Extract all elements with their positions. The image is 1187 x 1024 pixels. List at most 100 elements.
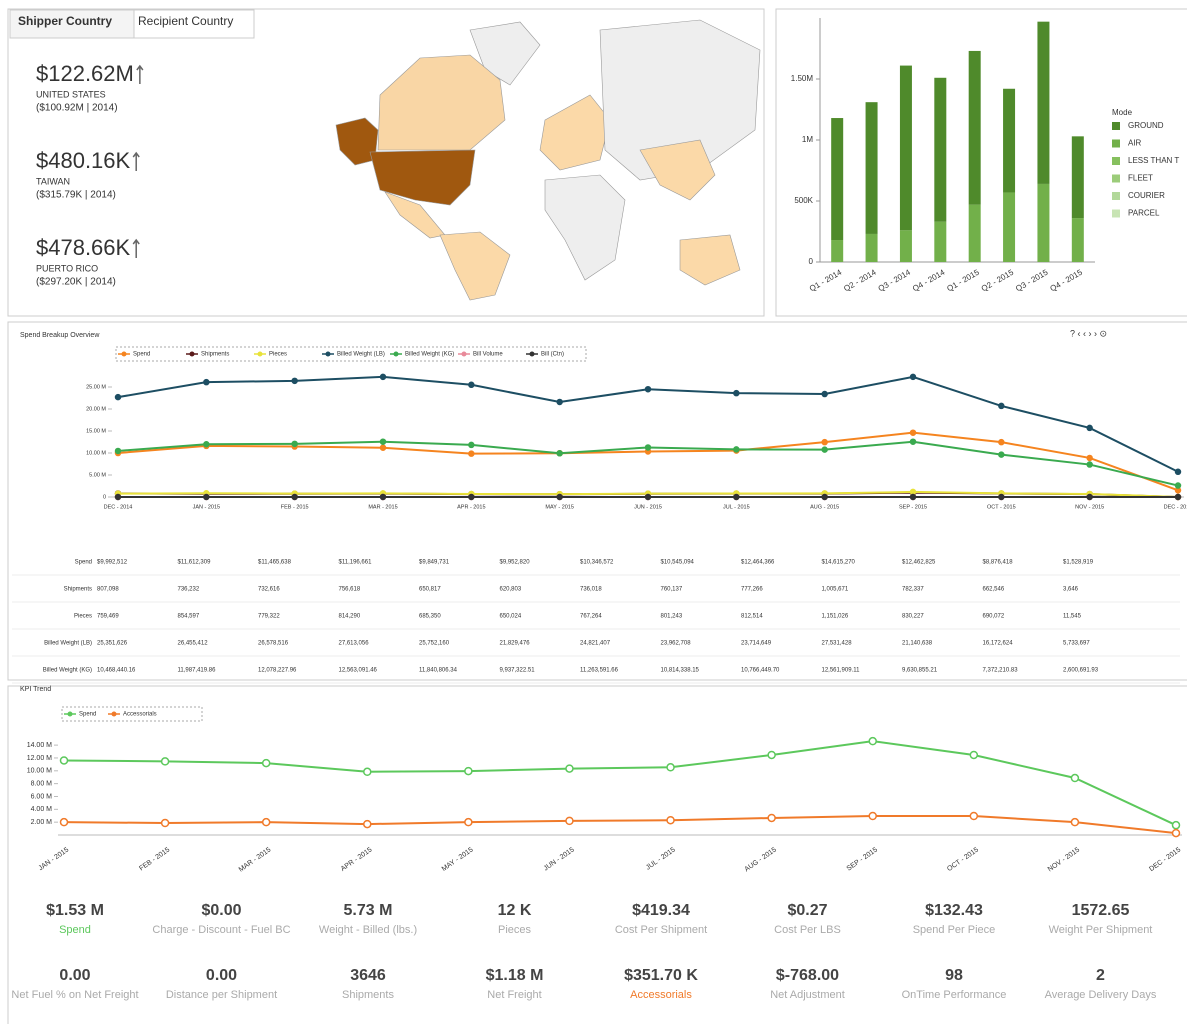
metric-label: Weight - Billed (lbs.) xyxy=(318,924,418,936)
point xyxy=(565,816,574,826)
cell: 3,646 xyxy=(1063,587,1079,593)
point xyxy=(998,493,1005,501)
point xyxy=(1086,493,1093,501)
y-tick-label: 8.00 M xyxy=(31,780,53,787)
cell: 1,005,671 xyxy=(822,587,849,593)
cell: 760,137 xyxy=(661,587,683,593)
point xyxy=(767,813,776,823)
bar-segment xyxy=(968,204,981,262)
metric-label: Distance per Shipment xyxy=(165,989,278,1001)
overview-panel xyxy=(7,321,1187,681)
point xyxy=(909,488,917,496)
bar-segment xyxy=(865,102,878,234)
legend-title: Mode xyxy=(1112,108,1133,117)
point xyxy=(468,450,475,457)
metric-value: 2 xyxy=(1096,967,1105,984)
y-tick-label: 10.00 M xyxy=(86,450,106,456)
kpi-country: TAIWAN xyxy=(36,176,70,186)
legend-label: Spend xyxy=(79,712,96,718)
metric: $1.53 M Spend xyxy=(5,898,145,937)
bar-segment xyxy=(899,65,912,231)
point xyxy=(998,451,1005,458)
region xyxy=(539,94,611,171)
kpi-previous: ($315.79K | 2014) xyxy=(36,190,116,201)
cell: $11,196,661 xyxy=(339,560,373,566)
cell: 1,151,026 xyxy=(822,614,849,620)
bar-segment xyxy=(934,221,947,262)
y-tick-label: 4.00 M xyxy=(31,806,53,813)
point xyxy=(733,446,740,453)
kpi-value: $480.16K xyxy=(36,148,131,173)
cell: 10,766,449.70 xyxy=(741,668,780,674)
point xyxy=(59,817,69,827)
x-tick-label: FEB - 2015 xyxy=(281,504,309,510)
legend-dot xyxy=(325,351,331,357)
x-tick-label: MAR - 2015 xyxy=(368,504,397,510)
legend-dot xyxy=(121,351,127,357)
cell: 27,531,428 xyxy=(822,641,853,647)
metric: 0.00 Distance per Shipment xyxy=(152,963,292,1002)
metric-value: $1.53 M xyxy=(46,902,104,919)
cell: 777,266 xyxy=(741,587,763,593)
point xyxy=(379,493,387,501)
point xyxy=(1171,828,1181,838)
y-tick-label: 500K xyxy=(794,196,813,205)
legend-swatch xyxy=(1112,174,1120,183)
cell: 11,545 xyxy=(1063,614,1082,620)
point xyxy=(261,758,271,768)
metric-value: 3646 xyxy=(350,967,386,984)
metric: $132.43 Spend Per Piece xyxy=(884,898,1024,937)
metric-label: Weight Per Shipment xyxy=(1048,924,1153,936)
cell: 2,600,691.93 xyxy=(1063,668,1099,674)
metric: 98 OnTime Performance xyxy=(884,963,1024,1002)
y-tick-label: 15.00 M xyxy=(86,428,106,434)
legend-dot xyxy=(393,351,399,357)
metric-label: OnTime Performance xyxy=(901,989,1007,1001)
point xyxy=(733,389,740,397)
x-tick-label: JUN - 2015 xyxy=(634,504,662,510)
point xyxy=(909,429,917,436)
x-tick-label: DEC - 2015 xyxy=(1164,504,1187,510)
point xyxy=(1086,454,1093,462)
legend-label: LESS THAN T xyxy=(1128,156,1179,165)
metric: 12 K Pieces xyxy=(445,898,585,937)
x-tick-label: DEC - 2014 xyxy=(104,504,133,510)
x-tick-label: MAY - 2015 xyxy=(545,504,574,510)
kpi-value: $478.66K xyxy=(36,235,131,260)
cell: $9,849,731 xyxy=(419,560,450,566)
metric: $0.00 Charge - Discount - Fuel BC xyxy=(152,898,292,937)
tab-label[interactable]: Recipient Country xyxy=(138,14,233,28)
point xyxy=(767,750,776,760)
metric-value: 98 xyxy=(945,967,963,984)
metric-value: 12 K xyxy=(497,902,532,919)
legend-swatch xyxy=(1112,122,1120,130)
cell: 814,290 xyxy=(339,614,361,620)
cell: 24,821,407 xyxy=(580,641,611,647)
point xyxy=(379,444,387,451)
point xyxy=(114,493,122,501)
y-tick-label: 12.00 M xyxy=(27,755,52,762)
cell: $12,462,825 xyxy=(902,560,936,566)
cell: 11,263,591.66 xyxy=(580,668,619,674)
tab-label[interactable]: Shipper Country xyxy=(18,14,112,28)
metric-value: $1.18 M xyxy=(485,967,544,984)
point xyxy=(644,493,652,501)
legend-dot xyxy=(529,351,535,357)
cell: 21,140,638 xyxy=(902,641,933,647)
legend-dot xyxy=(67,711,73,717)
tab[interactable] xyxy=(133,9,255,39)
legend-dot xyxy=(461,351,467,357)
cell: 12,561,909.11 xyxy=(822,668,861,674)
region xyxy=(544,174,626,281)
bar-segment xyxy=(865,233,878,262)
pager[interactable]: ? ‹ ‹ › › ⊙ xyxy=(1070,328,1107,338)
point xyxy=(556,398,563,406)
bar-segment xyxy=(1003,192,1016,262)
cell: 812,514 xyxy=(741,614,763,620)
point xyxy=(160,757,170,766)
cell: 10,468,440.16 xyxy=(97,668,136,674)
point xyxy=(1171,820,1181,830)
tab-active[interactable] xyxy=(9,9,135,39)
legend-dot xyxy=(111,711,117,717)
point xyxy=(556,450,563,457)
